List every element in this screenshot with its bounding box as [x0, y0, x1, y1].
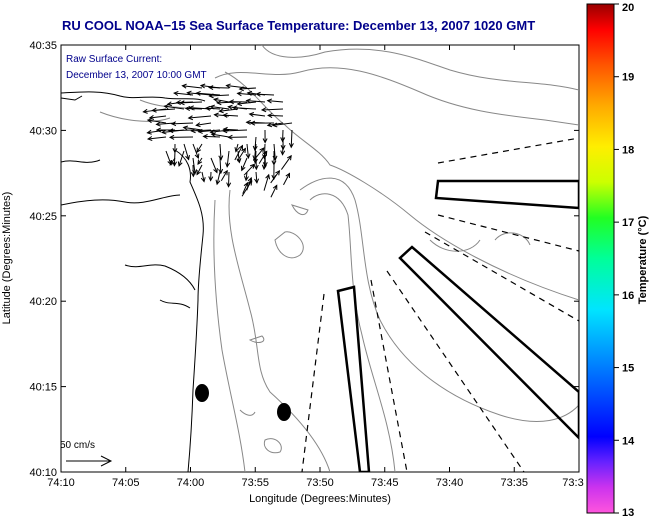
y-tick-label: 40:20 [29, 296, 57, 308]
y-tick-label: 40:25 [29, 211, 57, 223]
map-title: RU COOL NOAA−15 Sea Surface Temperature:… [62, 18, 535, 33]
y-tick-label: 40:30 [29, 125, 57, 137]
colorbar-tick-label: 16 [622, 290, 634, 302]
x-tick-label: 73:45 [371, 477, 399, 489]
colorbar-tick-label: 18 [622, 144, 634, 156]
colorbar-label: Temperature (°C) [637, 215, 649, 304]
y-tick-label: 40:35 [29, 40, 57, 52]
current-note-line2: December 13, 2007 10:00 GMT [66, 70, 207, 81]
current-note-line1: Raw Surface Current: [66, 54, 162, 65]
x-axis-label: Longitude (Degrees:Minutes) [249, 493, 391, 505]
x-tick-label: 73:55 [241, 477, 269, 489]
colorbar-tick-label: 19 [622, 72, 634, 84]
x-tick-label: 73:40 [436, 477, 464, 489]
x-tick-label: 74:00 [177, 477, 205, 489]
x-tick-label: 73:3 [562, 477, 583, 489]
y-tick-label: 40:10 [29, 467, 57, 479]
colorbar-ticks: 20 19 18 17 16 15 14 13 [614, 2, 635, 518]
colorbar-tick-label: 14 [622, 435, 635, 447]
buoy-marker [277, 403, 291, 421]
colorbar-tick-label: 15 [622, 363, 634, 375]
y-axis-label: Latitude (Degrees:Minutes) [1, 192, 13, 325]
colorbar-tick-label: 20 [622, 2, 634, 14]
buoy-marker [195, 384, 209, 402]
x-tick-label: 73:50 [306, 477, 334, 489]
colorbar-tick-label: 17 [622, 217, 634, 229]
map-frame [61, 45, 579, 472]
x-tick-label: 74:05 [112, 477, 140, 489]
scale-label: 50 cm/s [60, 440, 95, 451]
colorbar-tick-label: 13 [622, 507, 634, 518]
y-tick-label: 40:15 [29, 382, 57, 394]
x-tick-label: 73:35 [500, 477, 528, 489]
temperature-colorbar [587, 4, 614, 513]
